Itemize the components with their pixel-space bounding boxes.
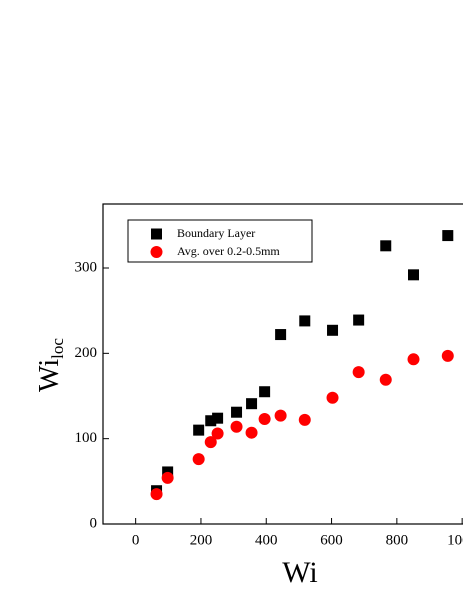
point bbox=[150, 488, 163, 501]
point bbox=[442, 230, 454, 242]
point bbox=[230, 420, 243, 433]
point bbox=[408, 269, 420, 281]
point bbox=[326, 391, 339, 404]
x-tick-label: 0 bbox=[132, 532, 140, 548]
point bbox=[192, 453, 205, 466]
y-tick-label: 200 bbox=[75, 345, 98, 361]
point bbox=[204, 436, 217, 449]
point bbox=[212, 412, 224, 424]
x-tick-label: 600 bbox=[320, 532, 343, 548]
point bbox=[245, 426, 258, 439]
x-tick-label: 400 bbox=[255, 532, 278, 548]
x-tick-label: 200 bbox=[190, 532, 213, 548]
y-tick-label: 100 bbox=[75, 430, 98, 446]
point bbox=[379, 373, 392, 386]
point bbox=[441, 349, 454, 362]
point bbox=[327, 324, 339, 336]
point bbox=[352, 366, 365, 379]
point bbox=[258, 413, 271, 426]
legend-marker bbox=[151, 228, 162, 240]
point bbox=[193, 424, 205, 436]
y-tick-label: 0 bbox=[90, 515, 98, 531]
y-tick-label: 300 bbox=[75, 259, 98, 275]
point bbox=[205, 415, 217, 427]
plot-frame bbox=[102, 203, 463, 525]
point bbox=[246, 398, 258, 410]
point bbox=[161, 471, 174, 484]
y-axis-label-main: Wi bbox=[34, 359, 65, 392]
legend-label: Boundary Layer bbox=[177, 226, 255, 240]
point bbox=[274, 409, 287, 422]
point bbox=[298, 413, 311, 426]
point bbox=[259, 386, 271, 398]
point bbox=[407, 353, 420, 366]
point bbox=[275, 329, 287, 341]
y-axis-label-sub: loc bbox=[48, 338, 67, 359]
point bbox=[380, 240, 392, 252]
x-tick-label: 800 bbox=[386, 532, 409, 548]
y-axis-label: Wiloc bbox=[34, 338, 66, 392]
x-tick-label: 1000 bbox=[447, 532, 463, 548]
point bbox=[211, 427, 224, 440]
point bbox=[231, 406, 243, 418]
legend-label: Avg. over 0.2-0.5mm bbox=[177, 244, 280, 258]
x-axis-label: Wi bbox=[282, 556, 317, 589]
point bbox=[299, 315, 311, 327]
legend-marker bbox=[150, 246, 163, 258]
point bbox=[353, 314, 365, 326]
